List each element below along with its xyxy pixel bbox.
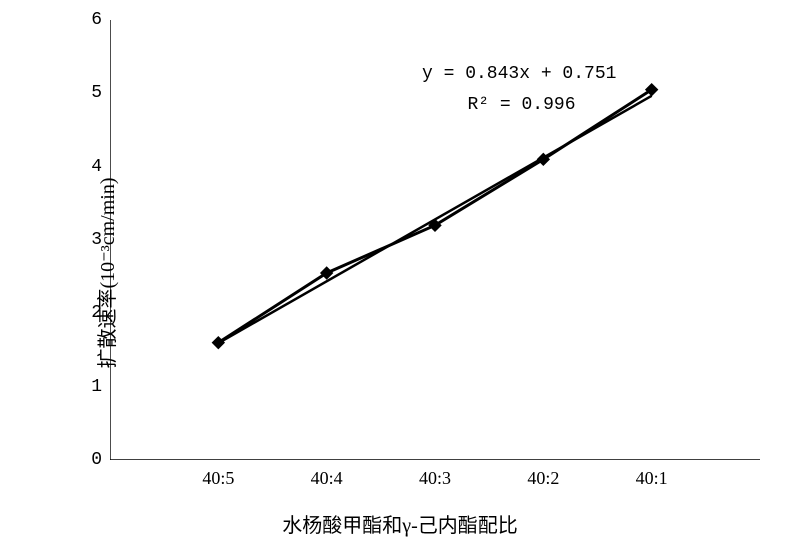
x-tick-label: 40:2 [527, 468, 559, 489]
y-tick-label: 2 [91, 303, 102, 323]
y-tick-label: 6 [91, 10, 102, 30]
x-axis-label: 水杨酸甲酯和γ-己内酯配比 [282, 509, 518, 538]
plot-area: y = 0.843x + 0.751 R² = 0.996 012345640:… [110, 20, 760, 460]
y-tick-label: 0 [91, 450, 102, 470]
y-tick-label: 4 [91, 157, 102, 177]
x-tick-label: 40:4 [311, 468, 343, 489]
x-tick-label: 40:3 [419, 468, 451, 489]
chart-container: 扩散速率(10⁻³cm/min) 水杨酸甲酯和γ-己内酯配比 y = 0.843… [0, 0, 800, 546]
y-tick-label: 5 [91, 83, 102, 103]
fit-r2: R² = 0.996 [468, 95, 576, 115]
fit-equation: y = 0.843x + 0.751 [422, 64, 616, 84]
y-tick-label: 3 [91, 230, 102, 250]
plot-svg [110, 20, 760, 460]
x-tick-label: 40:1 [636, 468, 668, 489]
y-tick-label: 1 [91, 377, 102, 397]
x-tick-label: 40:5 [202, 468, 234, 489]
